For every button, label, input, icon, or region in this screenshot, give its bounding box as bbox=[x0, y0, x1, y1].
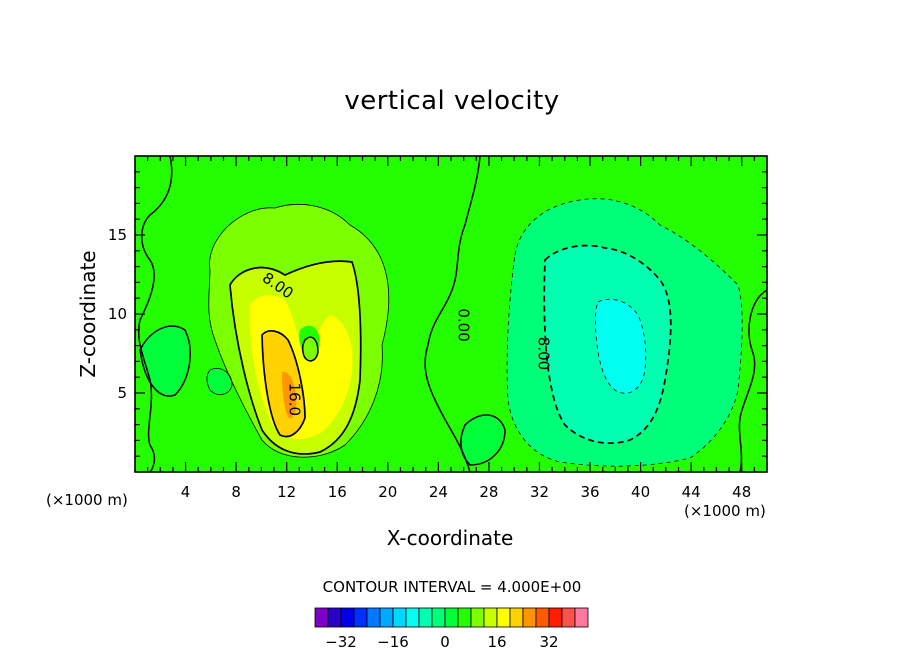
cell-line-2 bbox=[460, 414, 506, 466]
x-tick-label-8: 36 bbox=[580, 483, 599, 501]
colorbar-tick-label-2: 0 bbox=[440, 633, 450, 651]
chart-title: vertical velocity bbox=[344, 86, 560, 116]
colorbar-swatch-20 bbox=[574, 607, 589, 628]
x-tick-label-0: 4 bbox=[181, 483, 191, 501]
cell-line-4 bbox=[301, 336, 319, 362]
downdraft-contour-12 bbox=[595, 299, 646, 394]
y-tick-label-0: 5 bbox=[117, 384, 127, 402]
colorbar-swatch-9 bbox=[431, 607, 446, 628]
y-tick-label-2: 15 bbox=[108, 226, 127, 244]
contour-field bbox=[135, 156, 767, 472]
axis-ticks bbox=[135, 156, 767, 472]
x-tick-label-11: 48 bbox=[732, 483, 751, 501]
x-tick-label-7: 32 bbox=[530, 483, 549, 501]
zero-contour-right bbox=[738, 289, 767, 472]
small-cell-3 bbox=[207, 368, 232, 395]
colorbar-swatch-2 bbox=[340, 607, 355, 628]
colorbar-swatch-6 bbox=[392, 607, 407, 628]
downdraft-line-8 bbox=[543, 244, 672, 444]
x-tick-label-4: 20 bbox=[378, 483, 397, 501]
contour-label-3: 8.00 bbox=[534, 337, 552, 370]
colorbar bbox=[314, 607, 589, 628]
colorbar-swatch-12 bbox=[470, 607, 485, 628]
colorbar-swatch-10 bbox=[444, 607, 459, 628]
contour-label-group-2: 0.00 bbox=[455, 308, 473, 341]
contour-interval-label: CONTOUR INTERVAL = 4.000E+00 bbox=[322, 578, 582, 596]
x-tick-label-9: 40 bbox=[631, 483, 650, 501]
colorbar-swatch-11 bbox=[457, 607, 472, 628]
updraft-line-4 bbox=[208, 203, 390, 458]
contour-label-1: 16.0 bbox=[285, 383, 303, 416]
colorbar-swatch-16 bbox=[522, 607, 537, 628]
cell-line-3 bbox=[206, 368, 233, 395]
colorbar-tick-label-3: 16 bbox=[487, 633, 506, 651]
x-tick-label-6: 28 bbox=[479, 483, 498, 501]
contour-label-group-1: 16.0 bbox=[285, 383, 303, 416]
y-axis-label: Z-coordinate bbox=[76, 250, 100, 378]
colorbar-swatch-19 bbox=[561, 607, 576, 628]
small-cell-2 bbox=[460, 414, 505, 465]
colorbar-swatch-7 bbox=[405, 607, 420, 628]
contour-lines bbox=[138, 156, 767, 472]
x-tick-label-5: 24 bbox=[429, 483, 448, 501]
colorbar-swatch-15 bbox=[509, 607, 524, 628]
updraft-line-8 bbox=[229, 260, 362, 455]
cell-line-1 bbox=[139, 325, 191, 397]
y-tick-label-1: 10 bbox=[108, 305, 127, 323]
colorbar-swatch-4 bbox=[366, 607, 381, 628]
x-tick-label-10: 44 bbox=[682, 483, 701, 501]
x-axis-unit: (×1000 m) bbox=[684, 502, 766, 520]
x-tick-label-2: 12 bbox=[277, 483, 296, 501]
colorbar-swatch-8 bbox=[418, 607, 433, 628]
contour-label-group-3: 8.00 bbox=[534, 337, 552, 370]
colorbar-tick-label-0: −32 bbox=[325, 633, 357, 651]
small-cell-4 bbox=[302, 337, 318, 361]
x-tick-label-3: 16 bbox=[328, 483, 347, 501]
updraft-line-16 bbox=[261, 330, 306, 438]
x-tick-label-1: 8 bbox=[231, 483, 241, 501]
colorbar-swatch-1 bbox=[327, 607, 342, 628]
zero-contour-mid bbox=[424, 156, 481, 472]
colorbar-swatch-14 bbox=[496, 607, 511, 628]
updraft-contour-20 bbox=[282, 371, 297, 419]
downdraft-line-12 bbox=[595, 298, 647, 394]
small-cell-1 bbox=[140, 326, 191, 396]
colorbar-swatch-0 bbox=[314, 607, 329, 628]
colorbar-swatch-18 bbox=[548, 607, 563, 628]
contour-label-2: 0.00 bbox=[455, 308, 473, 341]
colorbar-tick-label-1: −16 bbox=[377, 633, 409, 651]
x-axis-label: X-coordinate bbox=[386, 526, 514, 550]
zero-contour-left bbox=[138, 156, 173, 472]
colorbar-swatch-5 bbox=[379, 607, 394, 628]
colorbar-swatch-3 bbox=[353, 607, 368, 628]
colorbar-swatch-17 bbox=[535, 607, 550, 628]
colorbar-tick-label-4: 32 bbox=[539, 633, 558, 651]
colorbar-labels: −32 −16 0 16 32 bbox=[325, 633, 558, 651]
y-axis-unit: (×1000 m) bbox=[46, 491, 128, 509]
colorbar-swatch-13 bbox=[483, 607, 498, 628]
